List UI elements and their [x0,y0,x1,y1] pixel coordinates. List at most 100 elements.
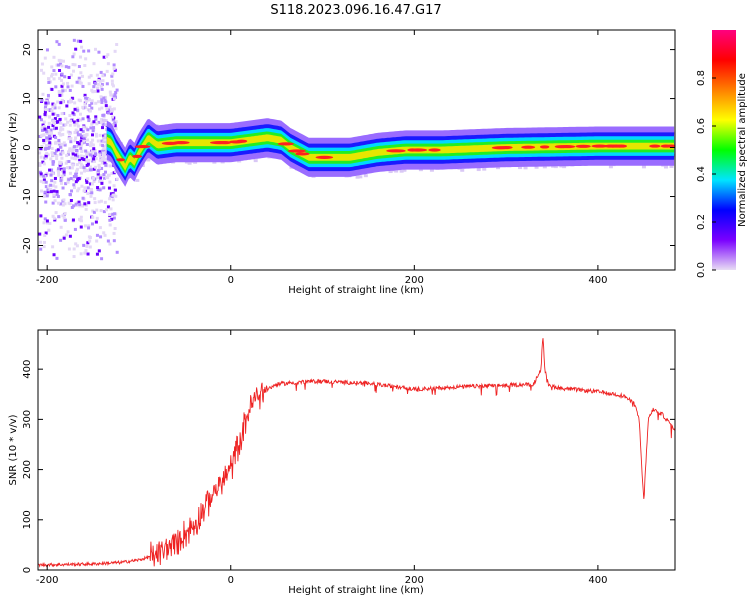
spectrogram-speckle [100,98,104,102]
spectrogram-speckle [70,166,74,170]
spectrogram-speckle [69,198,73,202]
spectrogram-speckle [84,207,88,211]
spectrogram-speckle [92,126,96,130]
spectrogram-speckle [79,39,83,43]
spectrogram-speckle [93,90,97,94]
spectrogram-speckle [66,166,70,170]
spectrogram-speckle [61,186,65,190]
spectrogram-speckle [79,128,83,132]
spectrogram-speckle [79,252,83,256]
spectrogram-speckle [57,215,61,219]
snr-x-tick-label: 0 [228,575,234,586]
spectrogram-speckle [112,239,116,243]
spectrogram-speckle [72,186,76,190]
spectrogram-speckle [93,154,97,158]
spectrogram-speckle [108,164,112,168]
snr-x-tick-label: -200 [36,575,59,586]
spectrogram-speckle [81,84,85,88]
spectrogram-speckle [61,133,65,137]
spectrogram-speckle [106,53,110,57]
spectrogram-speckle [94,117,98,121]
spectrogram-speckle [104,148,108,152]
spectrogram-speckle [56,148,60,152]
spectrogram-x-label: Height of straight line (km) [288,285,424,296]
spectrogram-speckle [87,119,91,123]
spectrogram-speckle [38,151,42,155]
spectrogram-speckle [62,198,66,202]
spectrogram-speckle [100,106,104,110]
spectrogram-halo [669,164,674,168]
spectrogram-speckle [39,68,43,72]
spectrogram-speckle [102,146,106,150]
spectrogram-speckle [66,130,70,134]
spectrogram-halo [355,175,360,179]
spectrogram-speckle [112,67,116,71]
spectrogram-speckle [38,170,42,174]
spectrogram-speckle [85,180,89,184]
spectrogram-speckle [112,63,116,67]
spectrogram-speckle [103,98,107,102]
spectrogram-speckle [66,120,70,124]
spectrogram-speckle [105,55,109,59]
spectrogram-speckle [95,252,99,256]
spectrogram-speckle [45,219,49,223]
spectrogram-y-tick-label: -20 [22,237,33,253]
spectrogram-speckle [74,172,78,176]
spectrogram-speckle [82,243,86,247]
spectrogram-speckle [60,112,64,116]
spectrogram-x-tick-label: 200 [405,275,424,286]
spectrogram-speckle [60,149,64,153]
snr-line [38,338,675,568]
spectrogram-speckle [52,77,56,81]
spectrogram-halo [523,166,528,170]
snr-x-label: Height of straight line (km) [288,585,424,596]
spectrogram-speckle [54,136,58,140]
spectrogram-speckle [38,98,42,102]
spectrogram-speckle [71,218,75,222]
spectrogram-speckle [67,166,71,170]
spectrogram-heatmap [38,38,675,261]
spectrogram-x-tick-label: 0 [228,275,234,286]
spectrogram-speckle [74,136,78,140]
spectrogram-speckle [76,124,80,128]
spectrogram-speckle [109,192,113,196]
spectrogram-speckle [83,224,87,228]
spectrogram-speckle [101,122,105,126]
spectrogram-speckle [68,147,72,151]
spectrogram-peak [277,142,294,146]
spectrogram-speckle [113,188,117,192]
spectrogram-speckle [44,231,48,235]
spectrogram-speckle [59,238,63,242]
spectrogram-speckle [51,162,55,166]
snr-y-axis: 0 100 200 300 400 [22,360,675,573]
spectrogram-speckle [75,130,79,134]
spectrogram-speckle [44,105,48,109]
spectrogram-speckle [44,156,48,160]
spectrogram-speckle [74,47,78,51]
spectrogram-speckle [82,158,86,162]
spectrogram-speckle [44,108,48,112]
spectrogram-speckle [109,93,113,97]
spectrogram-speckle [39,174,43,178]
spectrogram-speckle [111,84,115,88]
spectrogram-peak [428,148,441,152]
spectrogram-speckle [113,212,117,216]
spectrogram-speckle [89,126,93,130]
spectrogram-speckle [53,180,57,184]
spectrogram-speckle [91,159,95,163]
spectrogram-speckle [109,111,113,115]
spectrogram-speckle [83,169,87,173]
spectrogram-speckle [99,120,103,124]
spectrogram-speckle [68,88,72,92]
spectrogram-speckle [76,108,80,112]
spectrogram-speckle [112,95,116,99]
spectrogram-halo [482,167,487,171]
spectrogram-speckle [99,143,103,147]
spectrogram-speckle [67,178,71,182]
spectrogram-y-tick-label: -10 [22,188,33,204]
spectrogram-speckle [43,112,47,116]
spectrogram-speckle [58,132,62,136]
spectrogram-speckle [91,215,95,219]
spectrogram-speckle [48,141,52,145]
spectrogram-speckle [77,81,81,85]
